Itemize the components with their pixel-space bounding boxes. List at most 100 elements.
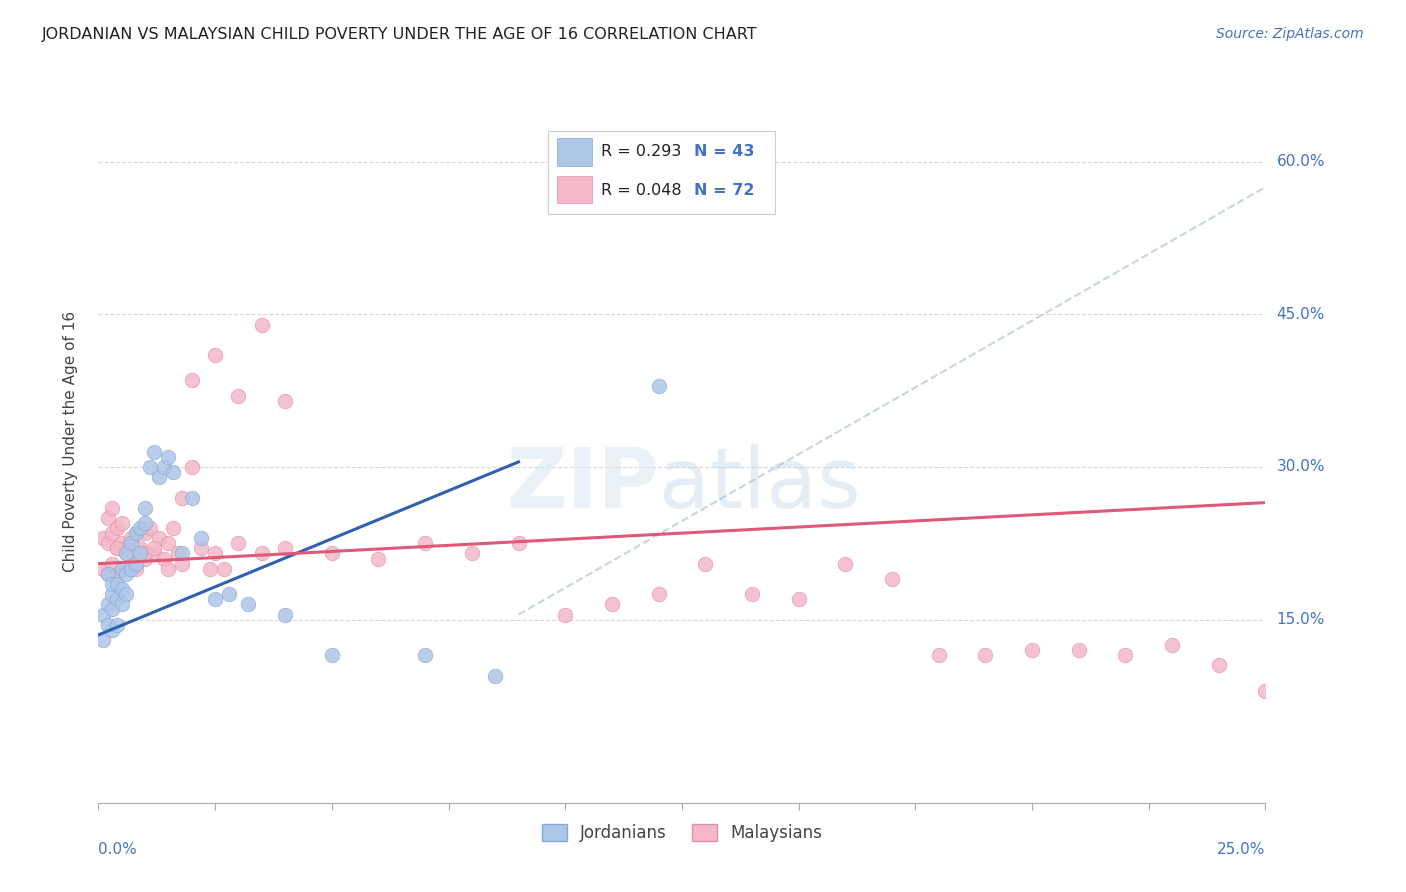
Point <box>1208 658 1230 673</box>
Point <box>97 536 120 550</box>
Point <box>105 617 128 632</box>
Text: 60.0%: 60.0% <box>1277 154 1324 169</box>
Text: N = 43: N = 43 <box>693 144 754 159</box>
Point <box>97 598 120 612</box>
Point <box>129 546 152 560</box>
Point <box>166 546 188 560</box>
Point <box>172 546 194 560</box>
Point <box>321 546 343 560</box>
Point <box>172 491 194 505</box>
Point <box>274 393 297 408</box>
Point <box>105 592 128 607</box>
Point <box>274 541 297 556</box>
Point <box>1254 684 1277 698</box>
Point <box>91 607 114 622</box>
Text: 0.0%: 0.0% <box>98 842 138 856</box>
Point <box>162 465 184 479</box>
Point <box>484 668 506 682</box>
Point <box>139 460 162 475</box>
Text: R = 0.048: R = 0.048 <box>602 183 682 198</box>
Point <box>115 562 138 576</box>
Point <box>101 526 124 541</box>
Point <box>129 521 152 535</box>
Point <box>134 551 156 566</box>
Legend: Jordanians, Malaysians: Jordanians, Malaysians <box>536 817 828 848</box>
Point <box>321 648 343 663</box>
Point <box>236 598 259 612</box>
Point <box>190 541 212 556</box>
Point <box>97 566 120 581</box>
Point <box>152 551 174 566</box>
Point <box>834 557 856 571</box>
Point <box>111 562 134 576</box>
Point <box>111 598 134 612</box>
Point <box>157 450 180 464</box>
Point <box>250 318 273 332</box>
Point <box>115 546 138 560</box>
Text: Source: ZipAtlas.com: Source: ZipAtlas.com <box>1216 27 1364 41</box>
Y-axis label: Child Poverty Under the Age of 16: Child Poverty Under the Age of 16 <box>63 311 77 572</box>
Point <box>120 557 142 571</box>
Point <box>180 374 202 388</box>
Point <box>218 587 240 601</box>
Text: ZIP: ZIP <box>506 444 658 525</box>
Point <box>148 470 170 484</box>
Point <box>413 648 436 663</box>
Point <box>143 444 166 458</box>
Text: 25.0%: 25.0% <box>1218 842 1265 856</box>
Point <box>200 562 222 576</box>
Point <box>228 536 250 550</box>
Text: 15.0%: 15.0% <box>1277 612 1324 627</box>
Point <box>111 516 134 530</box>
Point <box>228 389 250 403</box>
Point <box>974 648 997 663</box>
Point <box>105 566 128 581</box>
Point <box>125 526 148 541</box>
Point <box>1161 638 1184 652</box>
Point <box>143 546 166 560</box>
Point <box>928 648 950 663</box>
Point <box>172 557 194 571</box>
Point <box>101 602 124 616</box>
Point <box>1021 643 1043 657</box>
Point <box>367 551 389 566</box>
Point <box>129 541 152 556</box>
Point <box>787 592 810 607</box>
Text: JORDANIAN VS MALAYSIAN CHILD POVERTY UNDER THE AGE OF 16 CORRELATION CHART: JORDANIAN VS MALAYSIAN CHILD POVERTY UND… <box>42 27 758 42</box>
Point <box>180 491 202 505</box>
Point <box>139 521 162 535</box>
Point <box>115 566 138 581</box>
Point <box>125 546 148 560</box>
Point <box>134 546 156 560</box>
FancyBboxPatch shape <box>557 176 592 203</box>
Text: atlas: atlas <box>658 444 860 525</box>
Point <box>115 541 138 556</box>
Point <box>204 348 226 362</box>
Point <box>125 562 148 576</box>
Point <box>120 536 142 550</box>
Point <box>134 526 156 541</box>
Point <box>101 500 124 515</box>
Point <box>157 562 180 576</box>
Point <box>91 531 114 545</box>
Point <box>600 598 623 612</box>
Point <box>554 607 576 622</box>
Point <box>105 541 128 556</box>
Point <box>190 531 212 545</box>
Point <box>647 587 669 601</box>
Point <box>1114 648 1136 663</box>
Point <box>97 566 120 581</box>
Point <box>647 378 669 392</box>
Point <box>204 592 226 607</box>
Point <box>120 531 142 545</box>
Point <box>115 546 138 560</box>
Point <box>134 516 156 530</box>
Point <box>105 577 128 591</box>
Point <box>695 557 717 571</box>
Point <box>111 562 134 576</box>
Point <box>120 562 142 576</box>
Point <box>461 546 484 560</box>
Point <box>97 617 120 632</box>
Point <box>101 587 124 601</box>
Point <box>250 546 273 560</box>
